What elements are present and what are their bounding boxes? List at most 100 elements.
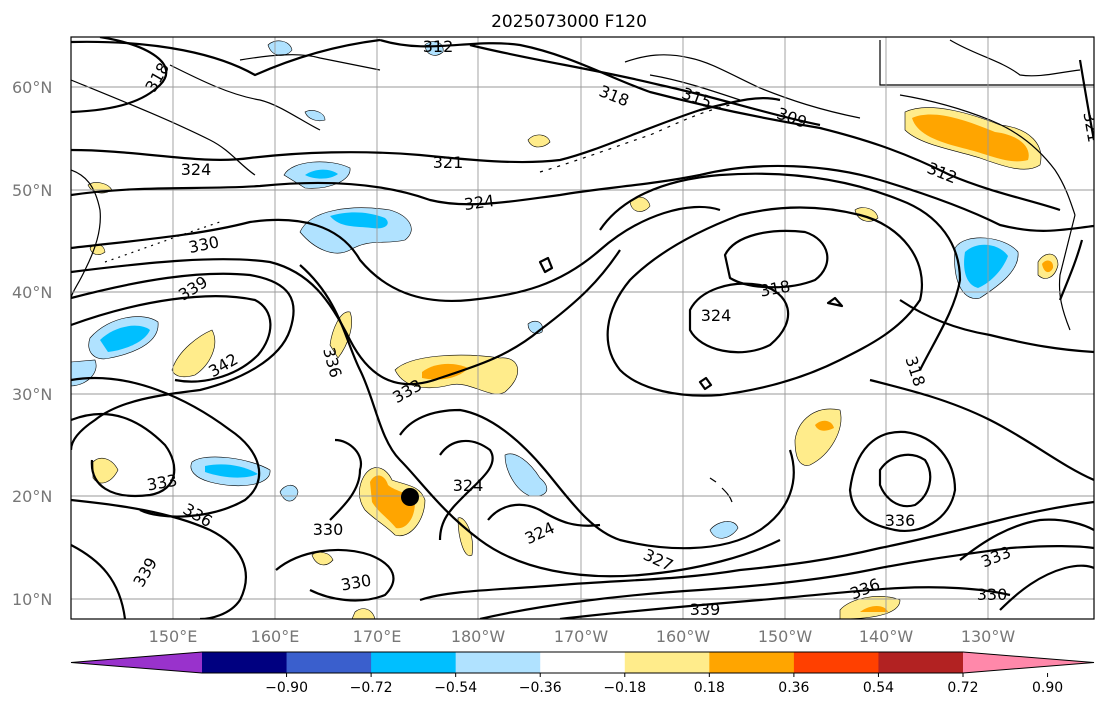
coast-alaska-n xyxy=(949,39,1081,77)
colorbar-segment xyxy=(540,652,626,673)
lat-label: 20°N xyxy=(12,487,52,506)
neg-patch-bering-core xyxy=(305,169,338,179)
contour-line xyxy=(1058,239,1084,301)
colorbar-tick-label: −0.18 xyxy=(603,680,646,696)
pos-patch-marker-core xyxy=(370,475,415,529)
map-frame xyxy=(70,36,1095,620)
colorbar-segment xyxy=(624,652,710,673)
lat-label: 50°N xyxy=(12,181,52,200)
contour-line xyxy=(826,296,844,308)
contour-label: 330 xyxy=(977,585,1008,604)
colorbar-extend-high xyxy=(963,652,1094,673)
contour-line xyxy=(71,38,381,77)
coast-siberia xyxy=(169,64,321,131)
lon-label: 150°E xyxy=(149,627,198,646)
contour-line xyxy=(479,545,1094,619)
contour-line xyxy=(538,256,554,274)
shading-layer xyxy=(71,40,1059,619)
contour-line xyxy=(999,564,1094,611)
contour-label: 324 xyxy=(181,160,212,179)
colorbar-tick-label: 0.18 xyxy=(694,680,725,696)
lon-label: 170°W xyxy=(554,627,609,646)
coast-canada xyxy=(879,40,1094,86)
colorbar-tick-label: −0.72 xyxy=(350,680,393,696)
longitude-labels: 150°E 160°E 170°E 180°W 170°W 160°W 150°… xyxy=(149,627,1016,646)
neg-patch-west-core xyxy=(100,325,150,352)
pos-patch-calif-core xyxy=(1042,260,1054,273)
contour-label: 324 xyxy=(463,191,496,214)
contour-line xyxy=(299,264,781,578)
graticule xyxy=(71,37,1094,619)
contour-line xyxy=(399,408,795,550)
contour-line xyxy=(899,299,1094,354)
contour-line xyxy=(469,43,821,127)
contour-label: 330 xyxy=(313,520,344,539)
contour-line xyxy=(848,430,957,533)
colorbar-extend-low xyxy=(71,652,202,673)
contour-line xyxy=(71,37,168,114)
contour-line xyxy=(698,376,713,391)
lat-label: 10°N xyxy=(12,590,52,609)
coast-kamchatka xyxy=(71,169,101,299)
contour-line xyxy=(688,282,790,354)
lon-label: 130°W xyxy=(961,627,1016,646)
contour-line xyxy=(71,164,1094,232)
storm-marker-dot xyxy=(401,488,419,506)
colorbar-tick-label: −0.90 xyxy=(265,680,308,696)
neg-patch-kamchatka-core xyxy=(330,212,388,229)
contour-line xyxy=(606,206,923,397)
colorbar-tick-label: 0.90 xyxy=(1032,680,1063,696)
neg-patch-hawaii-n xyxy=(504,453,548,497)
lon-label: 160°E xyxy=(251,627,300,646)
colorbar-tick-label: 0.54 xyxy=(863,680,894,696)
pos-patch-small-h xyxy=(351,608,376,619)
contour-layer xyxy=(71,37,1094,619)
coast-chukotka xyxy=(239,54,381,71)
neg-patch-small4 xyxy=(424,41,444,56)
lon-label: 150°W xyxy=(758,627,813,646)
neg-patch-small3 xyxy=(267,40,293,56)
lon-label: 160°W xyxy=(656,627,711,646)
contour-line xyxy=(379,38,1061,212)
colorbar-tick-label: −0.36 xyxy=(519,680,562,696)
lon-label: 170°E xyxy=(353,627,402,646)
colorbar-segment xyxy=(455,652,541,673)
lon-label: 140°W xyxy=(859,627,914,646)
coast-na-west xyxy=(1058,214,1076,331)
lon-label: 180°W xyxy=(451,627,506,646)
colorbar-segment xyxy=(878,652,964,673)
colorbar-tick-label: 0.36 xyxy=(778,680,809,696)
contour-line xyxy=(1078,59,1094,141)
contour-line xyxy=(71,412,176,498)
latitude-labels: 60°N 50°N 40°N 30°N 20°N 10°N xyxy=(12,78,52,609)
contour-label: 336 xyxy=(885,511,916,530)
contour-line xyxy=(71,376,261,518)
coastline-layer xyxy=(71,39,1094,503)
colorbar-outline xyxy=(70,651,1095,674)
colorbar-segment xyxy=(371,652,457,673)
pos-patch-hawaii-e-core xyxy=(815,420,834,431)
plot-area: 312 318 315 309 321 318 324 312 321 330 … xyxy=(70,36,1095,620)
coast-kamchatka-east xyxy=(71,79,256,176)
contour-line xyxy=(959,518,1094,561)
coast-hawaii2 xyxy=(721,487,733,503)
pos-patch-midpac-core xyxy=(422,363,468,380)
contour-line xyxy=(878,453,932,508)
colorbar: −0.90 −0.72 −0.54 −0.36 −0.18 0.18 0.36 0.54 0.7… xyxy=(70,651,1095,696)
map-title: 2025073000 F120 xyxy=(491,12,647,32)
contour-label: 324 xyxy=(701,306,732,325)
neg-patch-central-core xyxy=(205,464,258,478)
lat-label: 30°N xyxy=(12,385,52,404)
colorbar-segment xyxy=(709,652,795,673)
colorbar-segment xyxy=(202,652,288,673)
contour-line xyxy=(71,544,127,619)
contour-line xyxy=(869,378,1094,482)
contour-line xyxy=(599,172,962,371)
contour-line xyxy=(71,249,621,386)
contour-line xyxy=(275,548,395,602)
coast-alaska-inner xyxy=(649,74,741,101)
contour-line xyxy=(71,272,295,451)
pos-patch-165e xyxy=(329,311,352,359)
pos-patch-142e xyxy=(171,329,216,378)
